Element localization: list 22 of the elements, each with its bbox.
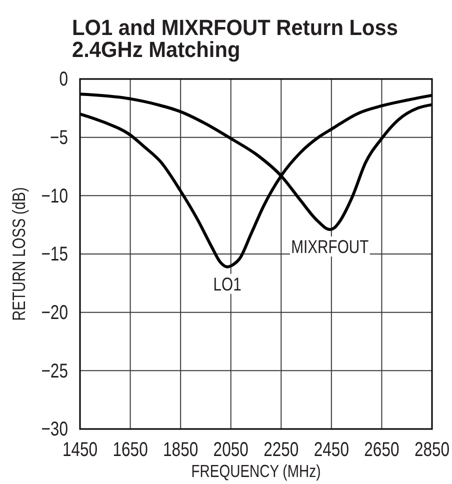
x-tick-label: 2450 [314,438,349,460]
x-tick-label: 1850 [163,438,198,460]
y-tick-label: −15 [41,242,68,266]
y-tick-label: −20 [41,301,68,324]
series-label: LO1 [213,273,242,294]
x-tick-label: 2050 [213,438,248,460]
y-tick-label: −25 [41,360,68,382]
y-tick-label: −30 [41,418,68,440]
y-tick-label: −5 [50,126,68,148]
x-tick-label: 1650 [112,438,148,460]
x-tick-label: 2250 [264,438,299,460]
x-tick-label: 1450 [62,438,98,460]
series-label: MIXRFOUT [291,236,369,257]
line-series [78,94,434,268]
x-axis-title: FREQUENCY (MHz) [191,462,321,482]
x-tick-label: 2650 [364,438,400,460]
x-tick-label: 2850 [414,438,450,460]
y-axis-title: RETURN LOSS (dB) [10,187,30,321]
y-tick-label: 0 [59,68,68,90]
chart-title: LO1 and MIXRFOUT Return Loss [72,16,398,40]
y-tick-label: −10 [41,184,68,207]
chart-subtitle: 2.4GHz Matching [72,38,240,62]
